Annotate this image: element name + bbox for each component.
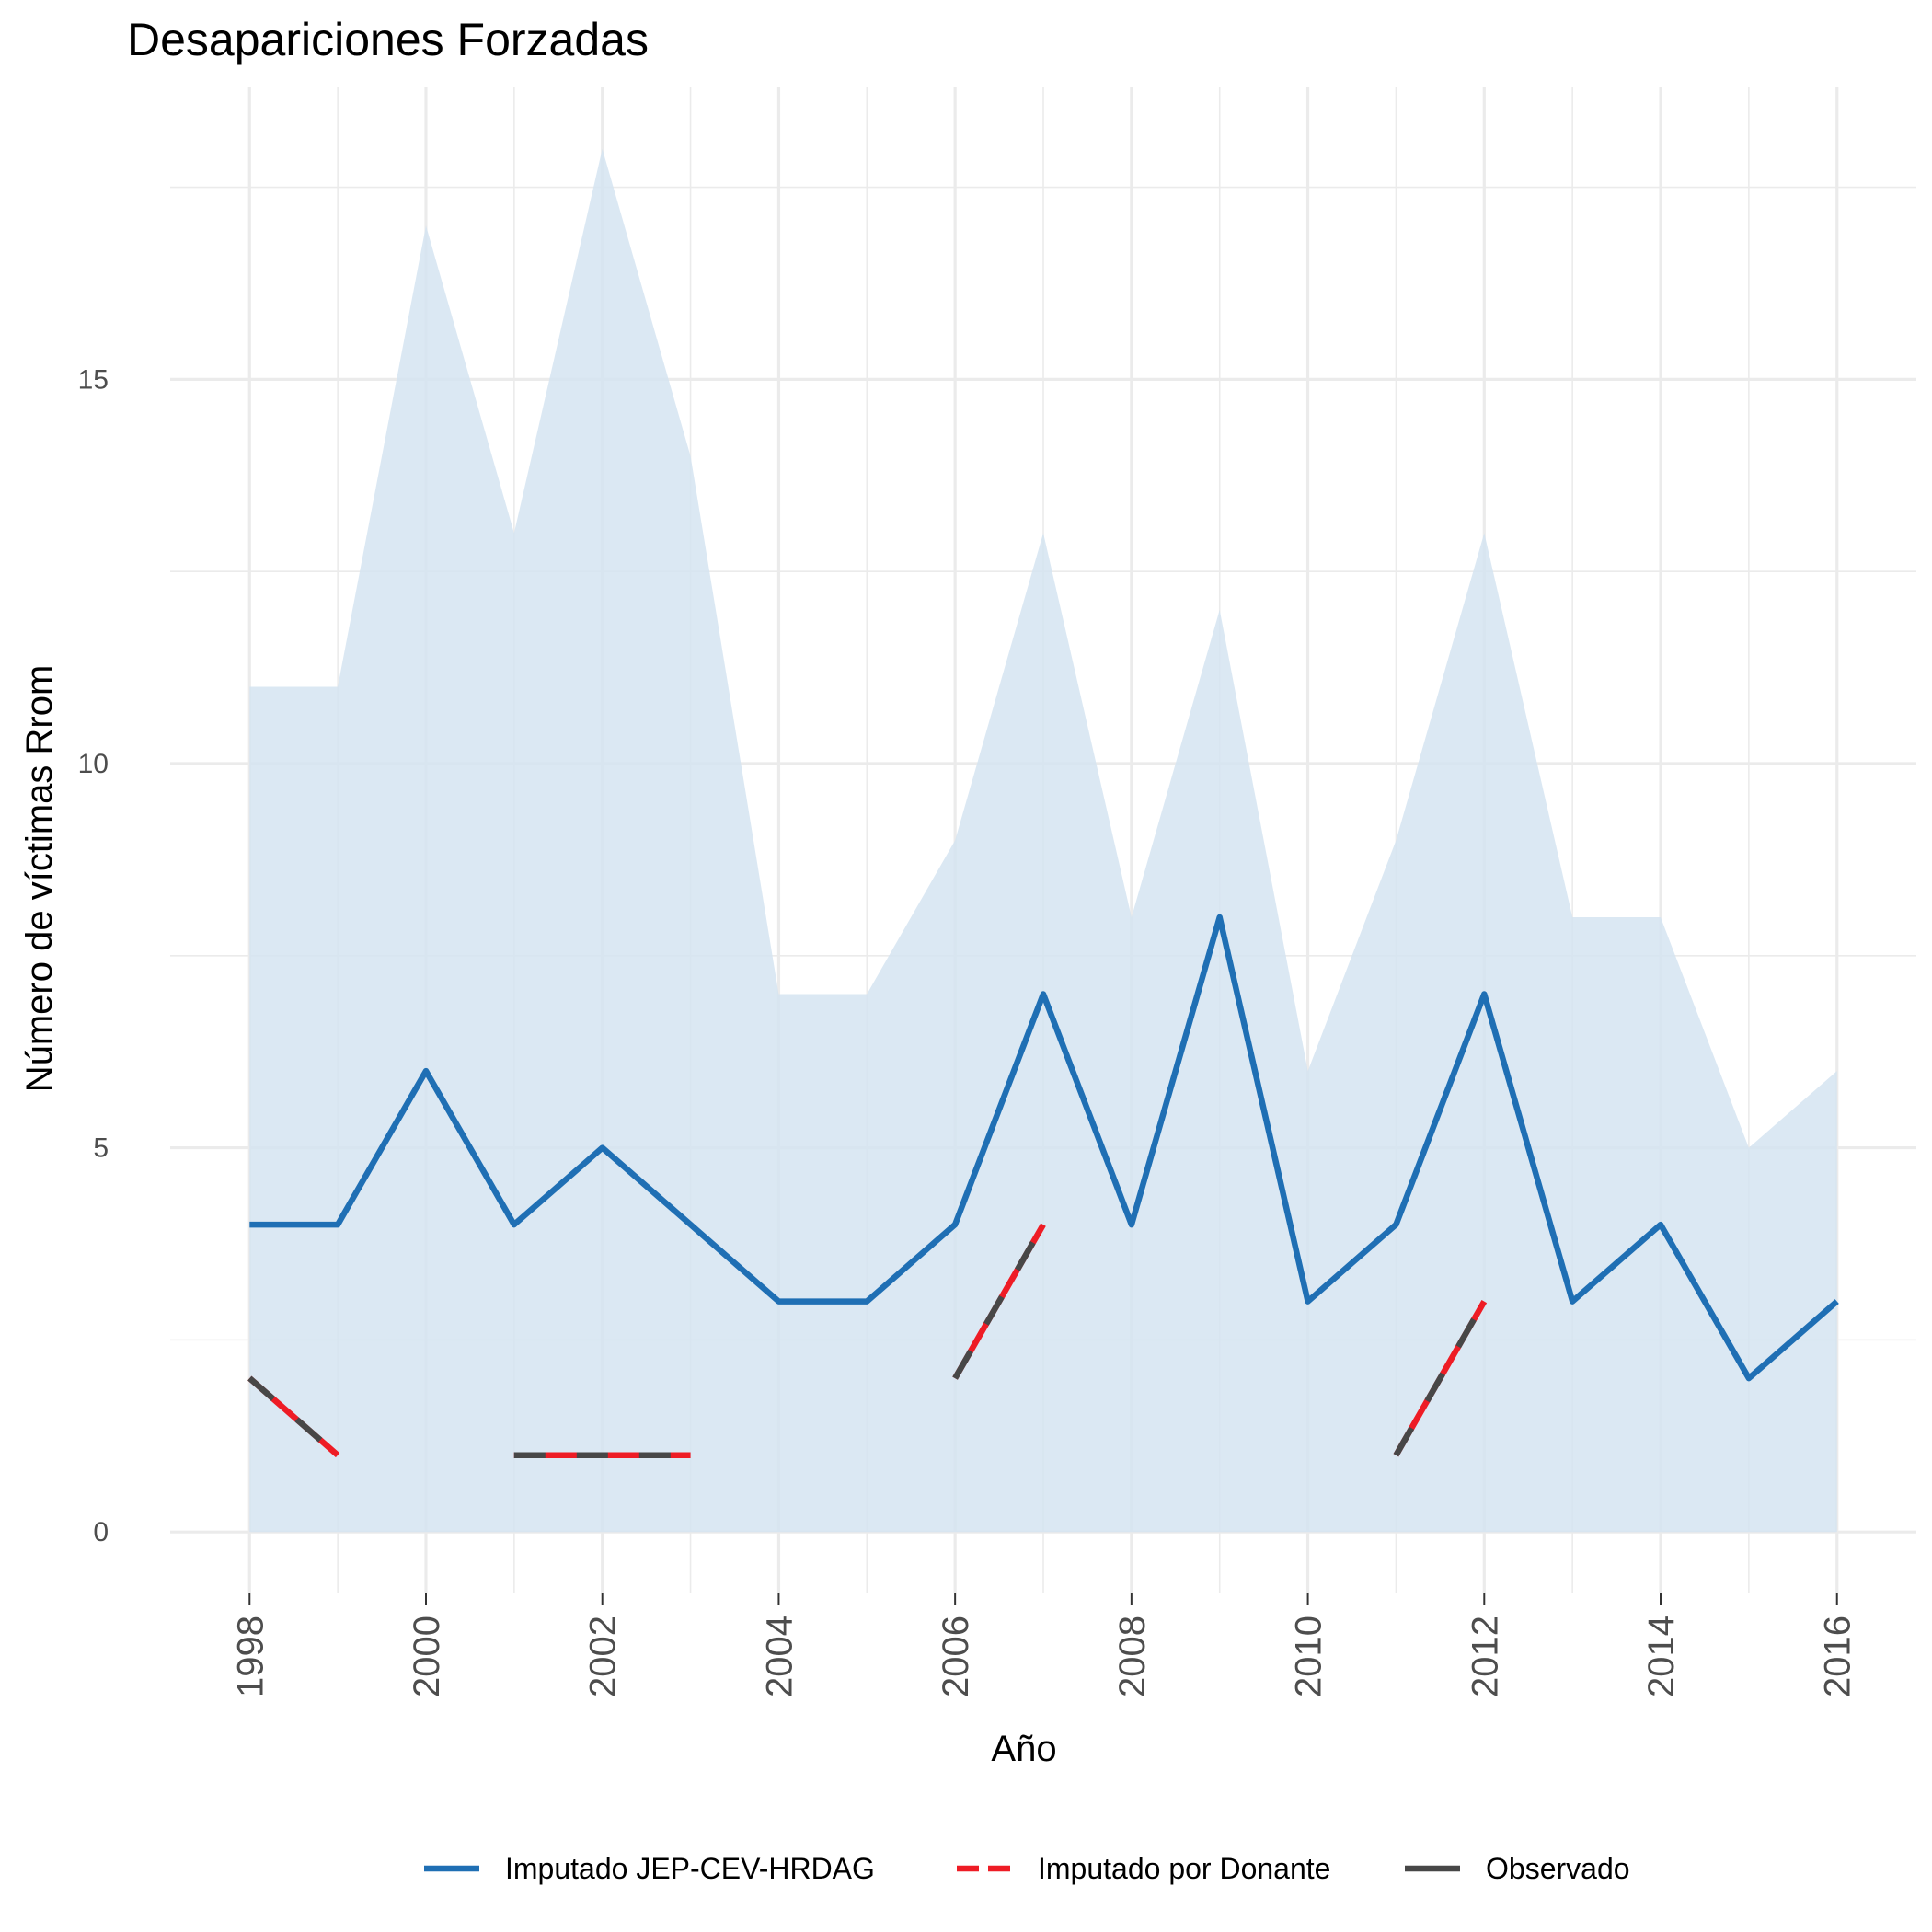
- legend-label-1: Imputado por Donante: [1038, 1852, 1330, 1885]
- x-tick-label: 2014: [1641, 1616, 1682, 1697]
- series-line-2: [247, 1375, 340, 1458]
- series-line-0: [249, 914, 1839, 1382]
- x-tick-label: 2012: [1465, 1616, 1505, 1697]
- y-tick-label: 5: [93, 1133, 109, 1164]
- chart-title: Desapariciones Forzadas: [127, 14, 649, 65]
- legend-label-2: Observado: [1486, 1852, 1630, 1885]
- x-tick-label: 2008: [1112, 1616, 1153, 1697]
- x-tick-label: 2002: [583, 1616, 624, 1697]
- y-tick-label: 0: [93, 1517, 109, 1547]
- x-axis-title: Año: [991, 1729, 1056, 1769]
- y-tick-label: 15: [78, 364, 109, 395]
- x-tick-label: 2010: [1289, 1616, 1329, 1697]
- x-tick-label: 2006: [936, 1616, 976, 1697]
- y-axis-title: Número de víctimas Rrom: [19, 665, 60, 1093]
- y-axis-ticks: 0 5 10 15: [78, 364, 109, 1547]
- x-tick-label: 2000: [407, 1616, 447, 1697]
- legend: Imputado JEP-CEV-HRDAG Imputado por Donan…: [424, 1852, 1630, 1885]
- x-tick-label: 2004: [759, 1616, 799, 1697]
- x-tick-label: 2016: [1818, 1616, 1858, 1697]
- y-tick-label: 10: [78, 749, 109, 779]
- legend-label-0: Imputado JEP-CEV-HRDAG: [505, 1852, 875, 1885]
- series-line-2: [1393, 1299, 1488, 1457]
- series-line-2: [952, 1223, 1046, 1380]
- x-axis-ticks: 1998 2000 2002 2004 2006 2008 2010 2012 2014 2016: [230, 1593, 1858, 1697]
- series-lines: [247, 914, 1839, 1458]
- x-tick-label: 1998: [230, 1616, 270, 1697]
